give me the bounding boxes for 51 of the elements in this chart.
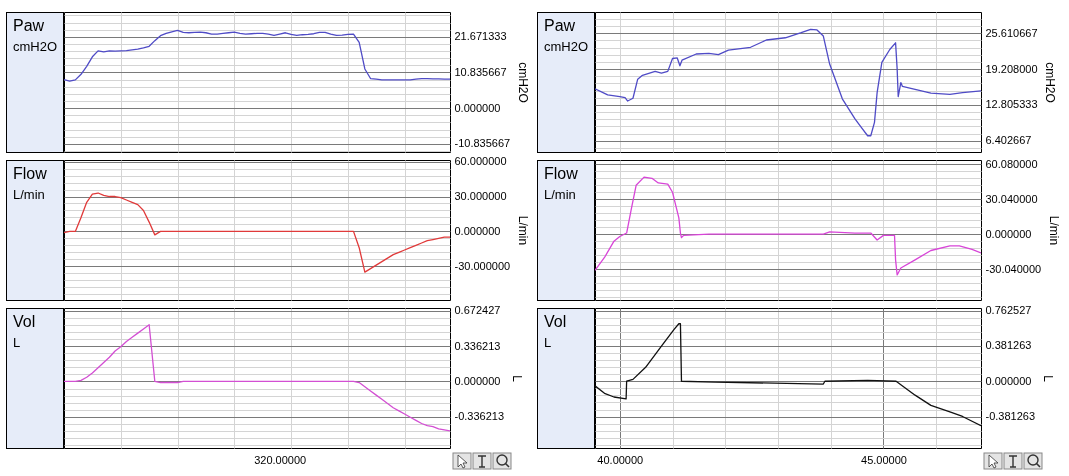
y-tick-label: 6.402667 xyxy=(985,134,1032,147)
y-tick-label: 19.208000 xyxy=(985,62,1038,75)
y-tick-label: 10.835667 xyxy=(454,65,507,78)
y-tick-label: 0.000000 xyxy=(985,227,1032,240)
y-tick-label: -30.040000 xyxy=(985,262,1042,275)
y-tick-label: 30.040000 xyxy=(985,192,1038,205)
y-axis-title: cmH2O xyxy=(1043,62,1058,103)
y-axis-title: L/min xyxy=(516,215,531,246)
y-tick-label: 21.671333 xyxy=(454,30,507,43)
y-tick-label: 0.381263 xyxy=(985,339,1032,352)
y-tick-label: 60.080000 xyxy=(985,157,1038,170)
text: cmH2O xyxy=(13,39,58,54)
chart-title: Vol xyxy=(544,313,567,331)
line-series xyxy=(64,192,450,273)
chart-title: Paw xyxy=(544,17,576,35)
y-axis-title: L xyxy=(510,375,525,383)
y-axis-title: L/min xyxy=(1047,215,1062,246)
y-tick-label: 0.672427 xyxy=(454,304,501,317)
y-tick-label: -0.336213 xyxy=(454,410,505,423)
y-tick-label: 0.000000 xyxy=(454,224,501,237)
x-tick-label: 40.00000 xyxy=(597,453,644,466)
line-series xyxy=(595,28,981,137)
line-series xyxy=(64,29,450,82)
text: L/min xyxy=(544,187,576,202)
y-tick-label: -0.381263 xyxy=(985,410,1036,423)
y-tick-label: 0.000000 xyxy=(454,101,501,114)
y-tick-label: 25.610667 xyxy=(985,26,1038,39)
y-tick-label: 0.000000 xyxy=(985,374,1032,387)
line-series xyxy=(595,176,981,276)
y-tick-label: -10.835667 xyxy=(454,137,511,150)
line-series xyxy=(64,324,450,432)
y-tick-label: -30.000000 xyxy=(454,259,511,272)
y-tick-label: 0.336213 xyxy=(454,339,501,352)
y-tick-label: 30.000000 xyxy=(454,190,507,203)
x-tick-label: 45.00000 xyxy=(861,453,907,466)
text: L xyxy=(13,335,21,350)
y-tick-label: 12.805333 xyxy=(985,98,1038,111)
chart-title: Paw xyxy=(13,17,45,35)
y-axis-title: L xyxy=(1041,375,1056,383)
chart-title: Flow xyxy=(13,165,47,183)
text: L xyxy=(544,335,552,350)
y-axis-title: cmH2O xyxy=(516,62,531,103)
chart-title: Vol xyxy=(13,313,36,331)
line-series xyxy=(595,323,981,427)
chart-title: Flow xyxy=(544,165,578,183)
y-tick-label: 0.762527 xyxy=(985,304,1032,317)
text: L/min xyxy=(13,187,45,202)
text: 320.00000 xyxy=(254,454,307,466)
y-tick-label: 0.000000 xyxy=(454,374,501,387)
y-tick-label: 60.000000 xyxy=(454,155,507,168)
text: cmH2O xyxy=(544,39,589,54)
